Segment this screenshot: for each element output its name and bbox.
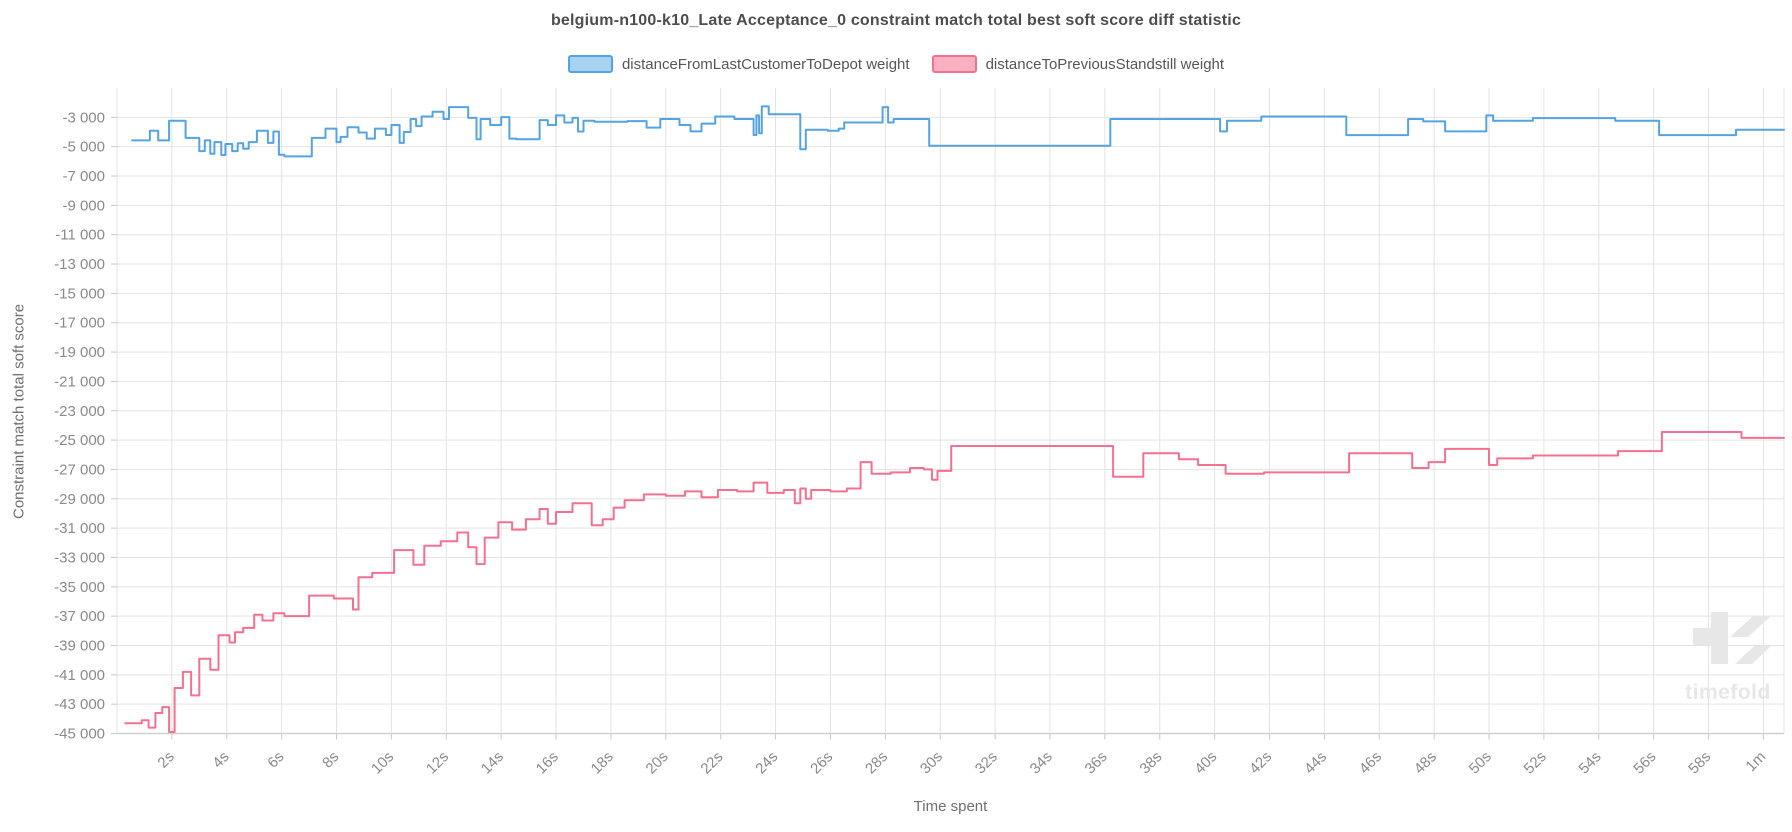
- legend-label: distanceFromLastCustomerToDepot weight: [621, 55, 910, 73]
- series-line-pink: [124, 431, 1785, 733]
- x-tick-label: 22s: [697, 748, 726, 777]
- x-tick-label: 30s: [917, 748, 946, 777]
- x-tick-labels: 2s 4s 6s 8s 10s 12s 14s 16s 18s 20s 22s 24s 26s 28s 30…: [154, 748, 1769, 777]
- y-tick-label: -27 000: [54, 461, 105, 478]
- x-tick-label: 4s: [209, 748, 232, 771]
- x-tick-label: 32s: [972, 748, 1001, 777]
- x-tick-label: 2s: [154, 748, 177, 771]
- y-tick-label: -43 000: [54, 696, 105, 713]
- x-tick-label: 34s: [1027, 748, 1056, 777]
- y-tick-label: -5 000: [62, 139, 105, 156]
- x-axis-title: Time spent: [913, 798, 988, 815]
- legend-swatch-pink-icon: [931, 55, 977, 73]
- legend-item-distance-from-last-customer[interactable]: distanceFromLastCustomerToDepot weight: [567, 55, 910, 73]
- axis-ticks: [111, 116, 1764, 740]
- y-tick-label: -13 000: [54, 256, 105, 273]
- x-tick-label: 56s: [1630, 748, 1659, 777]
- y-tick-label: -41 000: [54, 667, 105, 684]
- y-tick-labels: -3 000 -5 000 -7 000 -9 000 -11 000 -13 000 -1…: [54, 109, 105, 742]
- y-tick-label: -39 000: [54, 637, 105, 654]
- y-tick-label: -29 000: [54, 491, 105, 508]
- x-tick-label: 40s: [1191, 748, 1220, 777]
- chart-title: belgium-n100-k10_Late Acceptance_0 const…: [550, 12, 1242, 29]
- x-tick-label: 46s: [1356, 748, 1385, 777]
- series-line-blue: [131, 105, 1785, 158]
- x-tick-label: 50s: [1466, 748, 1495, 777]
- legend-label: distanceToPreviousStandstill weight: [985, 55, 1225, 73]
- x-tick-label: 14s: [478, 748, 507, 777]
- chart-legend: distanceFromLastCustomerToDepot weight d…: [0, 55, 1792, 73]
- x-tick-label: 12s: [423, 748, 452, 777]
- x-tick-label: 26s: [807, 748, 836, 777]
- y-tick-label: -37 000: [54, 608, 105, 625]
- x-tick-label: 8s: [319, 748, 342, 771]
- x-tick-label: 54s: [1575, 748, 1604, 777]
- x-tick-label: 44s: [1301, 748, 1330, 777]
- y-tick-label: -7 000: [62, 168, 105, 185]
- x-tick-label: 36s: [1082, 748, 1111, 777]
- x-tick-label: 58s: [1685, 748, 1714, 777]
- x-tick-label: 52s: [1521, 748, 1550, 777]
- y-tick-label: -45 000: [54, 726, 105, 743]
- legend-item-distance-to-previous-standstill[interactable]: distanceToPreviousStandstill weight: [931, 55, 1225, 73]
- x-tick-label: 42s: [1246, 748, 1275, 777]
- y-tick-label: -9 000: [62, 197, 105, 214]
- x-tick-label: 18s: [588, 748, 617, 777]
- y-tick-label: -33 000: [54, 549, 105, 566]
- x-tick-label: 1m: [1742, 748, 1769, 775]
- y-tick-label: -3 000: [62, 109, 105, 126]
- y-tick-label: -31 000: [54, 520, 105, 537]
- y-axis-title: Constraint match total soft score: [10, 303, 28, 519]
- x-tick-label: 24s: [752, 748, 781, 777]
- watermark: timefold: [1668, 612, 1788, 705]
- y-tick-label: -23 000: [54, 403, 105, 420]
- x-tick-label: 48s: [1411, 748, 1440, 777]
- y-tick-label: -25 000: [54, 432, 105, 449]
- x-tick-label: 38s: [1136, 748, 1165, 777]
- series-lines: [124, 105, 1785, 733]
- x-tick-label: 20s: [643, 748, 672, 777]
- legend-swatch-blue-icon: [567, 55, 613, 73]
- x-tick-label: 16s: [533, 748, 562, 777]
- y-tick-label: -19 000: [54, 344, 105, 361]
- watermark-text: timefold: [1685, 681, 1771, 704]
- grid-lines: [116, 88, 1785, 735]
- y-tick-label: -35 000: [54, 579, 105, 596]
- y-tick-label: -11 000: [55, 227, 105, 244]
- y-tick-label: -15 000: [54, 285, 105, 302]
- y-tick-label: -21 000: [54, 373, 105, 390]
- timefold-logo-icon: [1693, 612, 1771, 664]
- x-tick-label: 28s: [862, 748, 891, 777]
- y-tick-label: -17 000: [54, 315, 105, 332]
- x-tick-label: 10s: [368, 748, 397, 777]
- x-tick-label: 6s: [264, 748, 287, 771]
